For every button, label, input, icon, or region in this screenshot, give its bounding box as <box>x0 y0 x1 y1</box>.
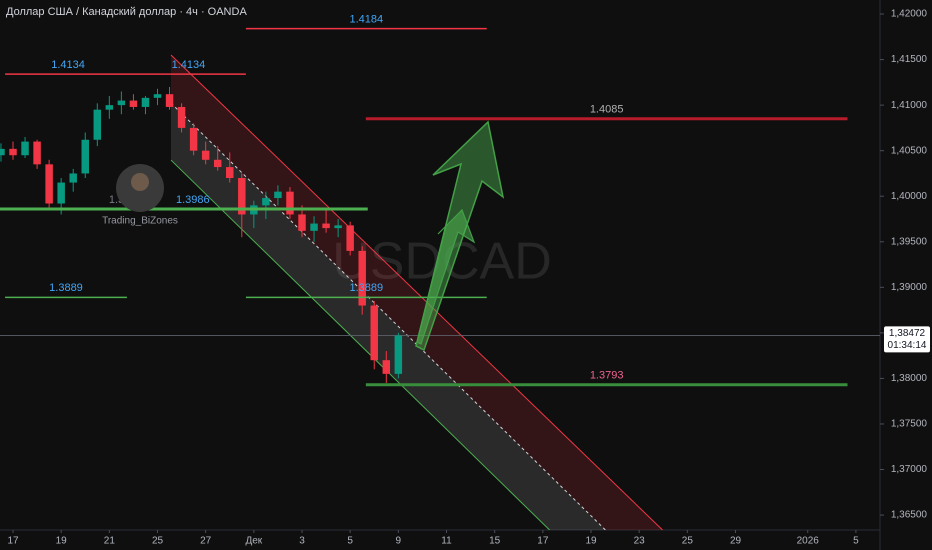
candle-body <box>226 167 234 179</box>
candle-body <box>129 100 138 107</box>
channel-upper <box>170 54 663 530</box>
author: Trading_BiZones <box>102 216 178 227</box>
x-tick-label: 25 <box>682 536 694 547</box>
level-label: 1.4134 <box>51 59 85 71</box>
candle-body <box>57 182 65 204</box>
candle-body <box>370 305 378 361</box>
level-label: 1.3986 <box>176 194 210 206</box>
level-label: 1.4085 <box>590 104 624 116</box>
x-tick-label: 17 <box>537 536 549 547</box>
y-tick-label: 1,39000 <box>891 282 928 293</box>
candle-body <box>117 100 126 106</box>
candle-body <box>286 191 294 215</box>
candle-body <box>394 335 403 374</box>
candle-body <box>310 223 318 231</box>
avatar-face <box>131 173 149 191</box>
candle-body <box>21 141 29 156</box>
candle-body <box>262 198 270 206</box>
y-tick-label: 1,36500 <box>891 510 928 521</box>
candle-body <box>141 97 150 107</box>
price-tag-countdown: 01:34:14 <box>888 340 927 351</box>
y-tick-label: 1,41500 <box>891 54 928 65</box>
level-label: 1.3889 <box>49 282 83 294</box>
channel-lower <box>170 159 550 530</box>
candle-body <box>298 214 306 231</box>
arrow-inner <box>416 208 476 345</box>
candle-body <box>93 109 102 140</box>
y-tick-label: 1,37000 <box>891 464 928 475</box>
price-tag <box>884 326 930 353</box>
candle-body <box>201 150 210 160</box>
candle-body <box>9 148 17 156</box>
candle-body <box>105 105 114 110</box>
level-label: 1.4134 <box>172 59 206 71</box>
candle-body <box>153 94 162 98</box>
x-tick-label: 2026 <box>797 536 820 547</box>
x-tick-label: 17 <box>7 536 19 547</box>
candle-body <box>346 225 354 251</box>
chart-title: Доллар США / Канадский доллар · 4ч · OAN… <box>6 6 247 18</box>
candle-body <box>189 127 198 151</box>
forecast-arrow <box>415 120 505 352</box>
x-tick-label: 5 <box>853 536 859 547</box>
plot-area: 1.41841.41341.41341.40851.39861.39861.38… <box>0 14 880 530</box>
price-tag-label: 1,38472 <box>889 328 926 339</box>
candle-body <box>33 141 41 165</box>
candle-body <box>274 191 282 199</box>
x-tick-label: 23 <box>634 536 646 547</box>
x-tick-label: 21 <box>104 536 116 547</box>
y-tick-label: 1,42000 <box>891 9 928 20</box>
x-tick-label: 19 <box>585 536 597 547</box>
x-tick-label: 5 <box>347 536 353 547</box>
x-tick-label: 19 <box>56 536 68 547</box>
level-label: 1.3889 <box>349 282 383 294</box>
x-tick-label: 27 <box>200 536 212 547</box>
x-tick-label: 29 <box>730 536 742 547</box>
candle-body <box>165 94 174 107</box>
y-tick-label: 1,37500 <box>891 419 928 430</box>
level-label: 1.4184 <box>349 14 383 26</box>
candle-body <box>382 360 391 374</box>
candle-body <box>358 250 366 306</box>
candle-body <box>322 223 330 229</box>
candle-body <box>45 164 53 204</box>
candle-body <box>238 178 246 215</box>
x-tick-label: Дек <box>245 536 262 547</box>
x-tick-label: 9 <box>396 536 402 547</box>
logo: Trading_BiZones <box>102 164 178 227</box>
x-tick-label: 15 <box>489 536 501 547</box>
candle-body <box>81 139 89 174</box>
level-label: 1.3793 <box>590 370 624 382</box>
y-tick-label: 1,39500 <box>891 236 928 247</box>
x-tick-label: 25 <box>152 536 164 547</box>
candle-body <box>334 225 342 229</box>
candle-body <box>213 159 222 168</box>
y-tick-label: 1,40500 <box>891 145 928 156</box>
x-tick-label: 11 <box>441 536 452 547</box>
y-tick-label: 1,41000 <box>891 100 928 111</box>
x-tick-label: 3 <box>299 536 305 547</box>
candle-body <box>69 173 77 183</box>
y-tick-label: 1,38000 <box>891 373 928 384</box>
candle-body <box>0 148 5 156</box>
y-tick-label: 1,40000 <box>891 191 928 202</box>
candle-body <box>177 106 186 128</box>
